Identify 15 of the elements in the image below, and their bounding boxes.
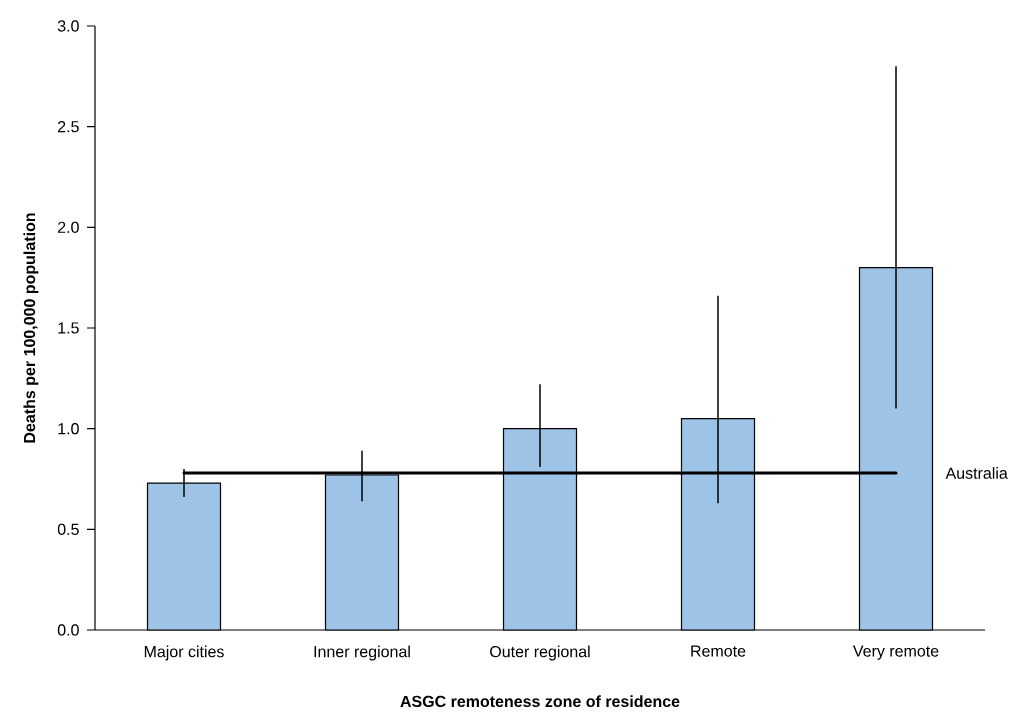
ref-line-label: Australia [945,467,1008,479]
y-axis-title: Deaths per 100,000 population [23,213,39,443]
y-tick-label: 1.0 [58,423,79,435]
x-tick-label: Major cities [144,645,224,661]
y-tick-label: 0.0 [57,624,79,636]
y-tick-label: 2.5 [58,121,79,133]
y-tick-label: 1.5 [58,322,79,334]
x-tick-label: Very remote [852,645,939,660]
y-tick-label: 2.0 [58,221,79,233]
x-tick-label: Inner regional [314,645,410,661]
x-tick-label: Remote [691,645,746,657]
y-tick-label: 0.5 [57,523,79,535]
y-tick-label: 3.0 [57,20,79,32]
x-axis-title: ASGC remoteness zone of residence [400,695,680,708]
x-tick-label: Outer regional [490,645,590,661]
